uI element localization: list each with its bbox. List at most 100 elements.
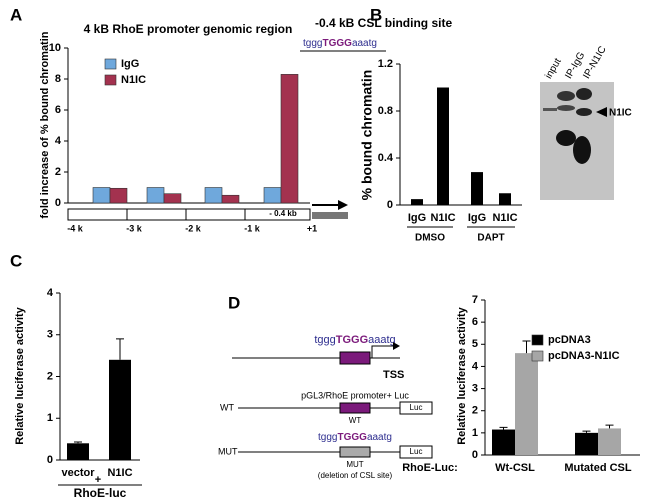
legend-label: pcDNA3 bbox=[548, 334, 591, 346]
blot-band bbox=[556, 130, 576, 146]
lane-label: input bbox=[543, 56, 563, 80]
error-bar bbox=[582, 430, 591, 433]
panel-letter: B bbox=[370, 5, 382, 24]
csl-site bbox=[339, 446, 371, 458]
tss-arrowhead bbox=[393, 342, 400, 350]
map-label: -1 k bbox=[244, 223, 261, 233]
y-tick-label: 2 bbox=[55, 166, 61, 178]
legend-label: IgG bbox=[121, 58, 139, 70]
x-tick-label: vector bbox=[61, 467, 95, 479]
y-tick-label: 0 bbox=[387, 199, 393, 211]
error-bar bbox=[522, 340, 531, 354]
lane-label: IP-N1IC bbox=[581, 45, 608, 81]
group-sign: + bbox=[95, 474, 101, 486]
y-tick-label: 0 bbox=[47, 454, 53, 466]
y-tick-label: 1 bbox=[47, 412, 53, 424]
seq-part: tggg bbox=[314, 334, 335, 346]
site-sequence: tgggTGGGaaatg bbox=[314, 334, 395, 346]
seq-part: tggg bbox=[303, 38, 322, 49]
y-tick-label: 6 bbox=[472, 316, 478, 328]
site-sequence: tgggTGGGaaatg bbox=[303, 38, 377, 49]
x-tick-label: N1IC bbox=[430, 212, 455, 224]
bar bbox=[280, 74, 299, 204]
y-tick-label: 1 bbox=[472, 427, 478, 439]
note: (deletion of CSL site) bbox=[318, 471, 393, 480]
legend-label: pcDNA3-N1IC bbox=[548, 350, 620, 362]
chart-title: 4 kB RhoE promoter genomic region bbox=[84, 22, 293, 36]
csl-site bbox=[339, 351, 371, 365]
blot-band bbox=[573, 136, 591, 164]
bar bbox=[109, 187, 128, 204]
tss-arrow bbox=[371, 345, 393, 358]
luc-box bbox=[399, 445, 433, 459]
panel-letter: A bbox=[10, 5, 22, 24]
chart: A 4 kB RhoE promoter genomic region fold i… bbox=[10, 5, 348, 233]
legend-swatch bbox=[104, 74, 117, 86]
bar bbox=[67, 443, 89, 460]
y-tick-label: 0.4 bbox=[378, 152, 394, 164]
y-tick-label: 7 bbox=[472, 294, 478, 306]
y-tick-label: 3 bbox=[47, 329, 53, 341]
blot-band bbox=[557, 105, 575, 111]
seq-part: aaatg bbox=[367, 432, 392, 443]
construct-label: pGL3/RhoE promoter+ Luc bbox=[301, 390, 409, 400]
y-axis-label: % bound chromatin bbox=[359, 70, 375, 201]
site-label: WT bbox=[349, 416, 362, 425]
x-tick-label: IgG bbox=[468, 212, 486, 224]
row-label: MUT bbox=[218, 446, 238, 456]
seq-part: TGGG bbox=[322, 38, 352, 49]
seq-part: aaatg bbox=[368, 334, 396, 346]
y-tick-label: 4 bbox=[55, 135, 62, 147]
seq-part: TGGG bbox=[337, 432, 367, 443]
western-blot: input IP-IgG IP-N1IC N1IC bbox=[540, 45, 632, 200]
site-label: MUT bbox=[346, 460, 363, 469]
bar bbox=[263, 187, 282, 204]
luc-box bbox=[399, 401, 433, 415]
y-axis-label: Relative luciferase activity bbox=[456, 306, 468, 444]
y-tick-label: 6 bbox=[55, 104, 61, 116]
y-tick-label: 2 bbox=[472, 405, 478, 417]
region-label: - 0.4 kb bbox=[269, 209, 297, 218]
y-tick-label: 5 bbox=[472, 338, 478, 350]
map-label: +1 bbox=[307, 223, 317, 233]
bar bbox=[575, 432, 598, 455]
bar bbox=[492, 429, 515, 455]
bar bbox=[499, 193, 511, 205]
y-tick-label: 0 bbox=[472, 449, 478, 461]
bar bbox=[146, 187, 165, 204]
y-tick-label: 4 bbox=[47, 287, 54, 299]
bar bbox=[515, 353, 538, 455]
panel-letter: C bbox=[10, 251, 22, 270]
y-tick-label: 2 bbox=[47, 370, 53, 382]
y-tick-label: 0 bbox=[55, 197, 61, 209]
bar bbox=[163, 193, 182, 204]
chart: C Relative luciferase activity 0 1 2 3 4 vector… bbox=[10, 251, 142, 500]
map-label: -3 k bbox=[126, 223, 143, 233]
group-label: DMSO bbox=[415, 233, 445, 244]
group-label: DAPT bbox=[477, 233, 504, 244]
x-axis-label: RhoE-Luc: bbox=[402, 462, 458, 474]
genomic-map bbox=[67, 208, 311, 221]
x-tick-label: Mutated CSL bbox=[564, 462, 632, 474]
y-tick-label: 8 bbox=[55, 73, 61, 85]
bar bbox=[109, 359, 131, 460]
reporter-label: Luc bbox=[410, 447, 423, 456]
band-label: N1IC bbox=[609, 108, 632, 119]
construct-diagram: tgggTGGGaaatg TSS pGL3/RhoE promoter+ Lu… bbox=[218, 334, 433, 480]
chart-title: -0.4 kB CSL binding site bbox=[315, 16, 452, 30]
y-tick-label: 3 bbox=[472, 382, 478, 394]
panel-letter: D bbox=[228, 293, 240, 312]
tss-arrowhead bbox=[338, 200, 348, 210]
legend-swatch bbox=[531, 334, 544, 346]
y-tick-label: 10 bbox=[49, 42, 61, 54]
x-tick-label: N1IC bbox=[492, 212, 517, 224]
row-label: WT bbox=[220, 402, 234, 412]
bar bbox=[204, 187, 223, 204]
x-tick-label: Wt-CSL bbox=[495, 462, 535, 474]
seq-part: tggg bbox=[318, 432, 337, 443]
x-tick-label: N1IC bbox=[107, 467, 132, 479]
x-tick-label: IgG bbox=[408, 212, 426, 224]
chart: D Relative luciferase activity 0 1 2 3 4 5 6 7 Wt-… bbox=[228, 293, 640, 474]
bar bbox=[437, 87, 449, 205]
